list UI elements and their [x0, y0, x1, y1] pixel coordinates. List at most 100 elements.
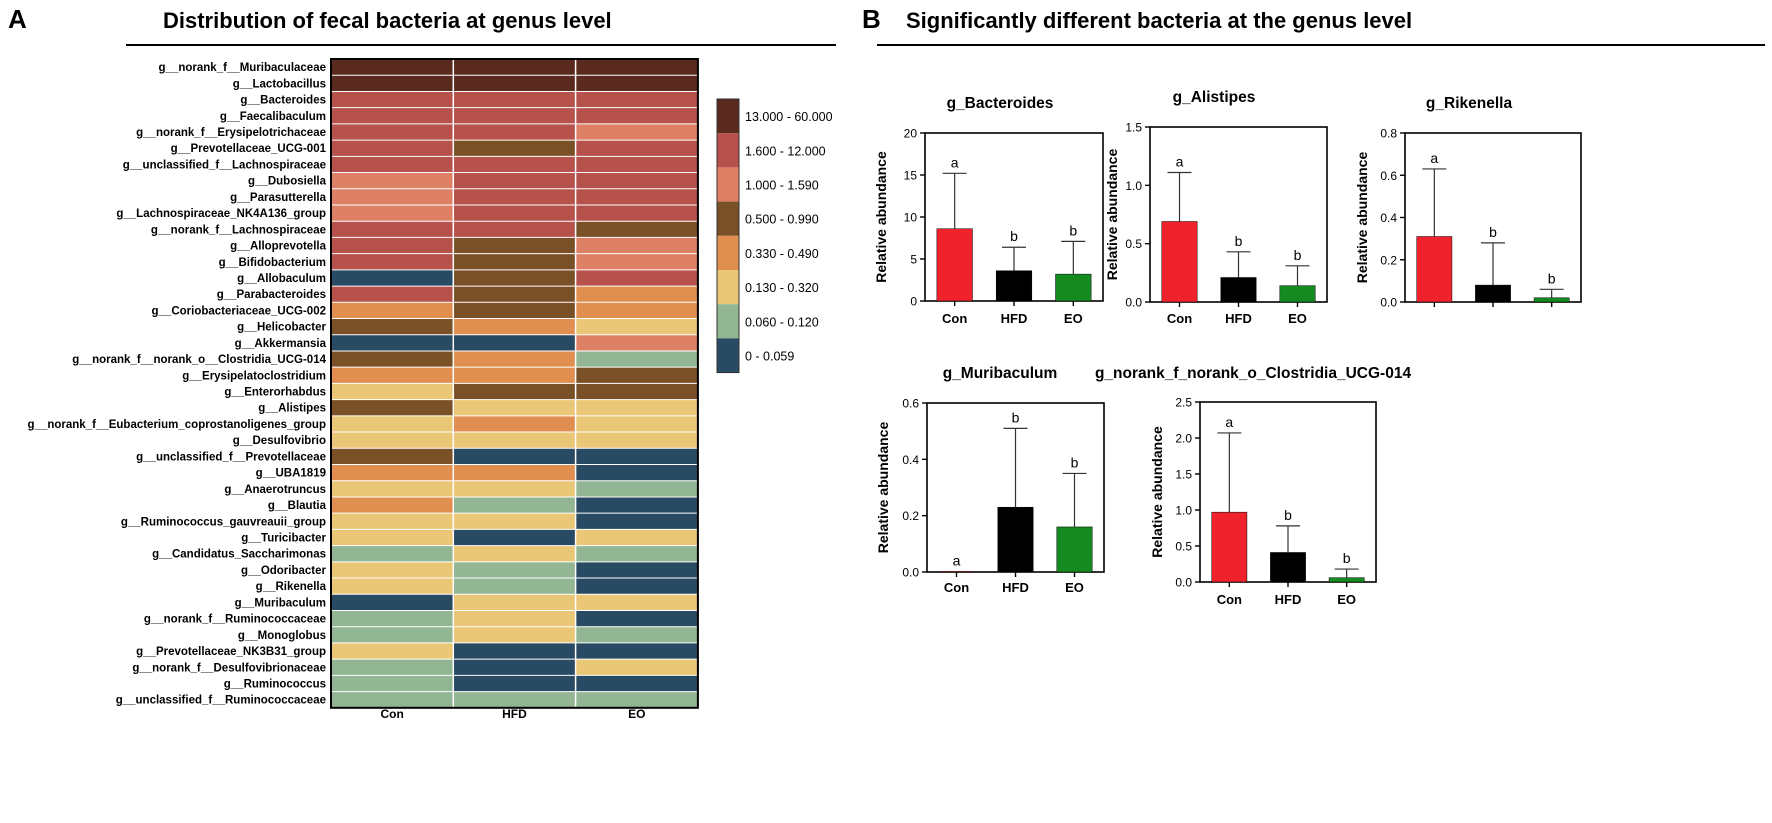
heatmap-row-label: g__Akkermansia [235, 338, 327, 350]
bar-chart: g_Bacteroides Relative abundance 0 5 10 15 20 a… [873, 95, 1104, 326]
heatmap-row-label: g__Parabacteroides [217, 289, 326, 301]
heatmap-cell [453, 399, 576, 416]
bar [1161, 221, 1198, 303]
heatmap-cell [331, 204, 454, 222]
y-tick-label: 1.0 [1175, 504, 1192, 518]
y-tick-label: 0.5 [1175, 540, 1192, 554]
heatmap-cell [453, 302, 576, 319]
heatmap-column-label: Con [380, 707, 403, 721]
y-tick-label: 0.0 [902, 566, 919, 580]
significance-letter: b [1010, 228, 1018, 244]
x-tick-label: HFD [1225, 311, 1252, 326]
y-tick-label: 2.5 [1175, 396, 1192, 410]
legend-swatch [717, 304, 739, 339]
heatmap-cell [575, 496, 698, 514]
x-tick-label: EO [1337, 592, 1356, 607]
legend-swatch [717, 133, 739, 168]
heatmap-cell [575, 480, 698, 497]
heatmap-row-label: g__Monoglobus [238, 630, 326, 642]
heatmap-cell [575, 578, 698, 595]
heatmap-cell [453, 237, 576, 254]
heatmap-cell [575, 415, 698, 433]
heatmap-cell [575, 75, 698, 92]
x-tick-label: EO [1064, 311, 1083, 326]
heatmap-cell [575, 464, 698, 481]
legend-label: 0.130 - 0.320 [745, 281, 819, 295]
heatmap-column-label: EO [628, 707, 645, 721]
heatmap-cell [331, 626, 454, 643]
heatmap-cell [575, 367, 698, 384]
legend-label: 0.500 - 0.990 [745, 213, 819, 227]
heatmap-cell [331, 188, 454, 205]
heatmap-cell [331, 561, 454, 579]
heatmap-cell [575, 221, 698, 238]
bar-chart-ylabel: Relative abundance [875, 422, 891, 554]
heatmap-cell [575, 237, 698, 254]
heatmap-cell [331, 156, 454, 173]
heatmap-cell [575, 610, 698, 627]
bar [1211, 511, 1248, 583]
heatmap-cell [331, 675, 454, 692]
bar [936, 228, 973, 302]
bar-chart: g_Rikenella Relative abundance 0.0 0.2 0.4 0.… [1354, 95, 1582, 310]
legend-label: 0 - 0.059 [745, 350, 794, 364]
heatmap-row-label: g__norank_f__Lachnospiraceae [151, 224, 326, 236]
heatmap-cell [453, 350, 576, 368]
bar [1533, 297, 1570, 303]
heatmap-cell [453, 464, 576, 481]
significance-letter: b [1235, 233, 1243, 249]
y-tick-label: 1.0 [1125, 179, 1142, 193]
heatmap-row-label: g__Alloprevotella [230, 241, 326, 253]
x-tick-label: Con [944, 580, 969, 595]
heatmap-cell [453, 448, 576, 465]
bar [1055, 273, 1092, 302]
significance-letter: b [1071, 454, 1079, 470]
legend-label: 13.000 - 60.000 [745, 110, 833, 124]
bar-chart-title: g_Alistipes [1173, 89, 1256, 106]
heatmap-cell [453, 91, 576, 108]
heatmap-cell [331, 107, 454, 124]
bar [1279, 285, 1316, 303]
heatmap-cell [575, 140, 698, 157]
heatmap-cell [575, 448, 698, 465]
heatmap-cell [575, 675, 698, 692]
heatmap-cell [331, 594, 454, 611]
heatmap-cell [331, 302, 454, 319]
heatmap-cell [453, 513, 576, 530]
y-tick-label: 0.4 [902, 453, 919, 467]
heatmap-cell [331, 545, 454, 562]
heatmap-cell [453, 594, 576, 611]
heatmap-cell [453, 626, 576, 643]
y-tick-label: 0.8 [1380, 127, 1397, 141]
heatmap-row-label: g__Erysipelatoclostridium [182, 370, 326, 382]
heatmap-cell [575, 156, 698, 173]
heatmap-cell [331, 59, 454, 76]
legend-label: 1.600 - 12.000 [745, 144, 826, 158]
y-tick-label: 0.6 [902, 397, 919, 411]
heatmap-cell [575, 659, 698, 676]
heatmap-cell [575, 318, 698, 335]
heatmap-cell [575, 188, 698, 205]
heatmap: g__norank_f__Muribaculaceae g__Lactobacil… [28, 58, 699, 721]
heatmap-row-label: g__Ruminococcus_gauvreauii_group [121, 516, 326, 528]
heatmap-cell [331, 140, 454, 157]
y-tick-label: 0.0 [1175, 576, 1192, 590]
heatmap-cell [331, 221, 454, 238]
bar-chart-ylabel: Relative abundance [873, 151, 889, 283]
heatmap-cell [331, 691, 454, 708]
x-tick-label: Con [1167, 311, 1192, 326]
heatmap-row-label: g__Lachnospiraceae_NK4A136_group [116, 208, 326, 220]
heatmap-cell [453, 659, 576, 676]
heatmap-cell [453, 140, 576, 157]
heatmap-cell [453, 578, 576, 595]
heatmap-cell [331, 480, 454, 497]
legend-swatch [717, 167, 739, 202]
y-tick-label: 2.0 [1175, 432, 1192, 446]
significance-letter: b [1548, 270, 1556, 286]
bar-chart: g_norank_f_norank_o_Clostridia_UCG-014 Re… [1095, 365, 1412, 607]
heatmap-cell [453, 642, 576, 660]
heatmap-cell [331, 123, 454, 141]
heatmap-cell [453, 107, 576, 124]
heatmap-cell [575, 286, 698, 303]
